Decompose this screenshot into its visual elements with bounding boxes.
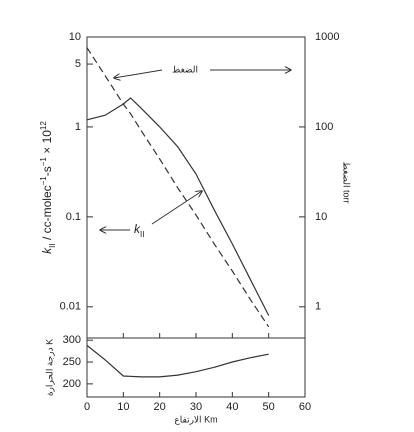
y-axis-label-part: −1 — [39, 157, 48, 167]
y-tick-label: 250 — [63, 356, 81, 368]
x-tick-label: 60 — [299, 401, 311, 413]
series-line — [86, 47, 270, 328]
y-axis-label: kII / cc-molec−1-s−1 × 1012 — [39, 121, 57, 254]
annotation-arrow — [114, 69, 163, 78]
y-tick-label: 0.01 — [60, 301, 81, 313]
x-axis-label: الارتفاع Km — [174, 414, 217, 425]
y2-axis-label: الضغط torr — [342, 162, 352, 204]
y-axis-label: درجة الحرارة K — [44, 339, 55, 396]
series-line — [86, 97, 270, 316]
x-tick-label: 50 — [263, 401, 275, 413]
y2-tick-label: 10 — [315, 211, 327, 223]
x-tick-label: 20 — [154, 401, 166, 413]
annotation-part: II — [140, 230, 144, 239]
y-tick-label: 5 — [75, 58, 81, 70]
y-axis-label-part: 12 — [39, 121, 48, 130]
y-axis-label-part: II — [48, 243, 57, 247]
y-tick-label: 1 — [75, 121, 81, 133]
x-tick-label: 30 — [190, 401, 202, 413]
y2-tick-label: 1 — [315, 301, 321, 313]
annotation-arrow — [151, 191, 202, 225]
y-axis-label-part: k — [40, 247, 54, 254]
annotation-part: k — [134, 222, 141, 236]
annotation: kII — [134, 222, 144, 238]
annotation: الضغط — [172, 64, 198, 74]
bottom-frame — [86, 337, 306, 398]
x-tick-label: 40 — [226, 401, 238, 413]
y-axis-label-part: / cc-molec — [40, 185, 54, 243]
y-tick-label: 200 — [63, 378, 81, 390]
y2-tick-label: 1000 — [315, 31, 339, 43]
y-axis-label-part: × 10 — [40, 130, 54, 157]
y-tick-label: 10 — [69, 31, 81, 43]
y-tick-label: 300 — [63, 334, 81, 346]
top-frame — [86, 36, 306, 339]
series-line — [86, 344, 269, 378]
x-tick-label: 10 — [117, 401, 129, 413]
y-axis-label-part: -s — [40, 166, 54, 176]
x-tick-label: 0 — [84, 401, 90, 413]
y2-tick-label: 100 — [315, 121, 333, 133]
y-tick-label: 0.1 — [66, 211, 81, 223]
y-axis-label-part: −1 — [39, 176, 48, 186]
